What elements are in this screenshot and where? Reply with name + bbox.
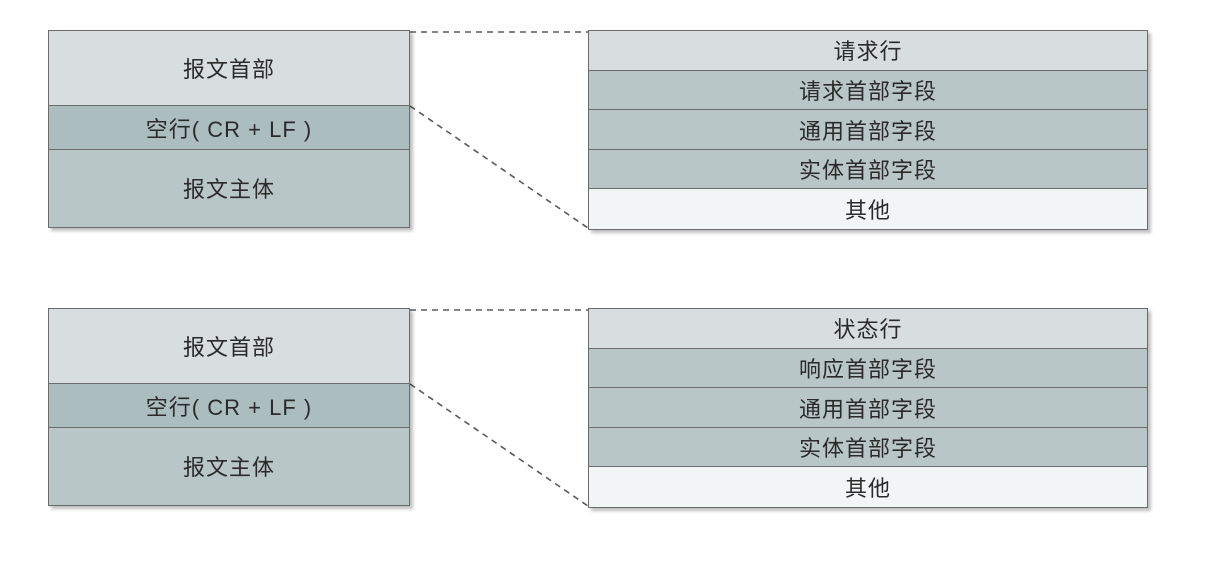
message-row-1-0: 报文首部 bbox=[49, 309, 409, 384]
message-row-1-1: 空行( CR + LF ) bbox=[49, 384, 409, 428]
header-row-0-4: 其他 bbox=[589, 189, 1147, 229]
header-row-1-3: 实体首部字段 bbox=[589, 428, 1147, 468]
header-row-1-1: 响应首部字段 bbox=[589, 349, 1147, 389]
connector-line-0-1 bbox=[410, 106, 588, 228]
header-row-1-0: 状态行 bbox=[589, 309, 1147, 349]
header-row-0-1: 请求首部字段 bbox=[589, 71, 1147, 111]
header-row-0-3: 实体首部字段 bbox=[589, 150, 1147, 190]
header-row-1-2: 通用首部字段 bbox=[589, 388, 1147, 428]
header-row-1-4: 其他 bbox=[589, 467, 1147, 507]
message-row-1-2: 报文主体 bbox=[49, 428, 409, 505]
message-row-0-2: 报文主体 bbox=[49, 150, 409, 227]
message-structure-box-1: 报文首部空行( CR + LF )报文主体 bbox=[48, 308, 410, 506]
header-row-0-0: 请求行 bbox=[589, 31, 1147, 71]
header-row-0-2: 通用首部字段 bbox=[589, 110, 1147, 150]
header-detail-box-1: 状态行响应首部字段通用首部字段实体首部字段其他 bbox=[588, 308, 1148, 508]
connector-line-1-1 bbox=[410, 384, 588, 506]
message-row-0-0: 报文首部 bbox=[49, 31, 409, 106]
header-detail-box-0: 请求行请求首部字段通用首部字段实体首部字段其他 bbox=[588, 30, 1148, 230]
message-row-0-1: 空行( CR + LF ) bbox=[49, 106, 409, 150]
message-structure-box-0: 报文首部空行( CR + LF )报文主体 bbox=[48, 30, 410, 228]
